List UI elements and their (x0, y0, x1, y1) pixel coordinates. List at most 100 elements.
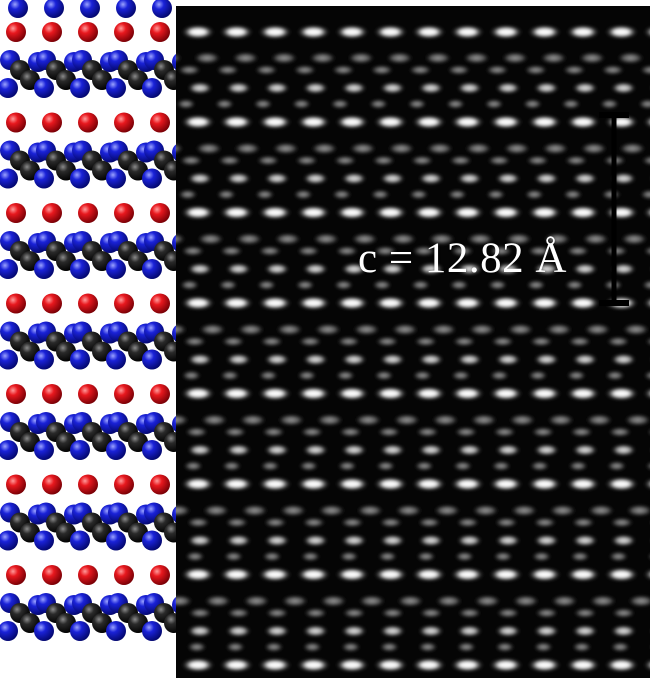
dim-atom-column (408, 65, 433, 75)
mid-atom-column (379, 444, 406, 456)
red-atom (150, 203, 170, 223)
dim-atom-column (310, 142, 339, 155)
dim-atom-column (406, 99, 427, 109)
dim-atom-column (417, 642, 438, 652)
bright-atom-column (176, 572, 177, 577)
dim-atom-column (489, 370, 510, 381)
mid-atom-column (572, 82, 598, 94)
dim-atom-column (445, 99, 466, 109)
mid-atom-column (341, 444, 367, 456)
dim-atom-column (566, 370, 587, 381)
dim-atom-column (501, 52, 530, 64)
dim-atom-column (198, 323, 227, 336)
red-atom (78, 203, 98, 223)
dim-atom-column (456, 642, 477, 652)
bright-atom-column (219, 205, 254, 220)
dim-atom-column (256, 155, 281, 166)
dim-atom-column (271, 142, 300, 155)
mid-atom-column (649, 176, 650, 181)
bright-atom-column (373, 477, 408, 491)
dim-atom-column (450, 370, 471, 381)
bright-atom-column (296, 115, 331, 129)
bright-atom-column (566, 296, 600, 310)
blue-atom (152, 0, 172, 18)
bright-atom-column (489, 25, 523, 39)
dim-atom-column (571, 642, 592, 652)
dim-atom-column (642, 246, 650, 256)
dim-atom-column (256, 280, 277, 290)
dim-atom-column (434, 595, 463, 607)
red-atom (114, 384, 134, 404)
dim-atom-column (221, 461, 242, 471)
bright-atom-column (450, 296, 485, 310)
bright-atom-column (296, 25, 331, 39)
dim-atom-column (380, 608, 405, 618)
dim-atom-column (275, 323, 304, 336)
red-atom (150, 565, 170, 585)
mid-atom-column (495, 534, 521, 547)
dim-atom-column (259, 336, 284, 347)
dim-atom-column (215, 65, 240, 75)
mid-atom-column (302, 444, 329, 456)
dim-atom-column (504, 233, 533, 245)
bright-atom-column (412, 386, 446, 401)
bright-atom-column (643, 659, 650, 671)
bright-atom-column (258, 386, 292, 401)
dim-atom-column (411, 246, 436, 256)
red-atom (42, 384, 62, 404)
bright-atom-column (412, 296, 446, 310)
mid-atom-column (572, 625, 598, 637)
red-atom (78, 565, 98, 585)
red-atom (78, 384, 98, 404)
dim-atom-column (387, 142, 416, 155)
dim-atom-column (431, 414, 460, 426)
dim-atom-column (291, 99, 312, 109)
dim-atom-column (496, 608, 521, 618)
bright-atom-column (176, 30, 177, 34)
bright-atom-column (181, 115, 215, 129)
dim-atom-column (527, 370, 548, 381)
blue-atom (142, 349, 162, 370)
dim-atom-column (348, 142, 377, 155)
dim-atom-column (280, 595, 309, 607)
bright-atom-column (296, 567, 331, 582)
blue-atom (106, 168, 126, 189)
lattice-parameter-label: c = 12.82 Å (358, 235, 567, 282)
bright-atom-column (219, 477, 254, 491)
blue-atom (116, 0, 136, 18)
bright-atom-column (258, 296, 292, 310)
blue-atom (0, 349, 18, 370)
dim-atom-column (371, 155, 396, 166)
bright-atom-column (566, 115, 600, 129)
bright-atom-column (181, 477, 215, 491)
dim-atom-column (378, 517, 403, 528)
mid-atom-column (649, 447, 650, 453)
bright-atom-column (258, 658, 292, 672)
bright-atom-column (489, 658, 523, 672)
dim-atom-column (303, 608, 328, 618)
dim-atom-column (354, 414, 383, 426)
bright-atom-column (489, 115, 523, 129)
dim-atom-column (506, 323, 535, 336)
dim-atom-column (389, 233, 418, 245)
black-atom (164, 160, 176, 181)
dim-atom-column (526, 280, 547, 290)
dim-atom-column (293, 189, 314, 200)
bright-atom-column (296, 477, 331, 491)
dim-atom-column (176, 595, 194, 607)
dim-atom-column (194, 142, 223, 155)
dim-atom-column (462, 52, 491, 64)
red-atom (114, 203, 134, 223)
dim-atom-column (196, 233, 225, 245)
mid-atom-column (456, 625, 483, 637)
red-atom (42, 565, 62, 585)
mid-atom-column (187, 625, 213, 637)
black-atom (164, 70, 176, 90)
dim-atom-column (447, 189, 468, 200)
dim-atom-column (637, 99, 650, 109)
dim-atom-column (415, 427, 440, 437)
dim-atom-column (298, 336, 323, 347)
dim-atom-column (494, 517, 519, 528)
mid-atom-column (225, 263, 252, 275)
red-atom (6, 474, 26, 495)
